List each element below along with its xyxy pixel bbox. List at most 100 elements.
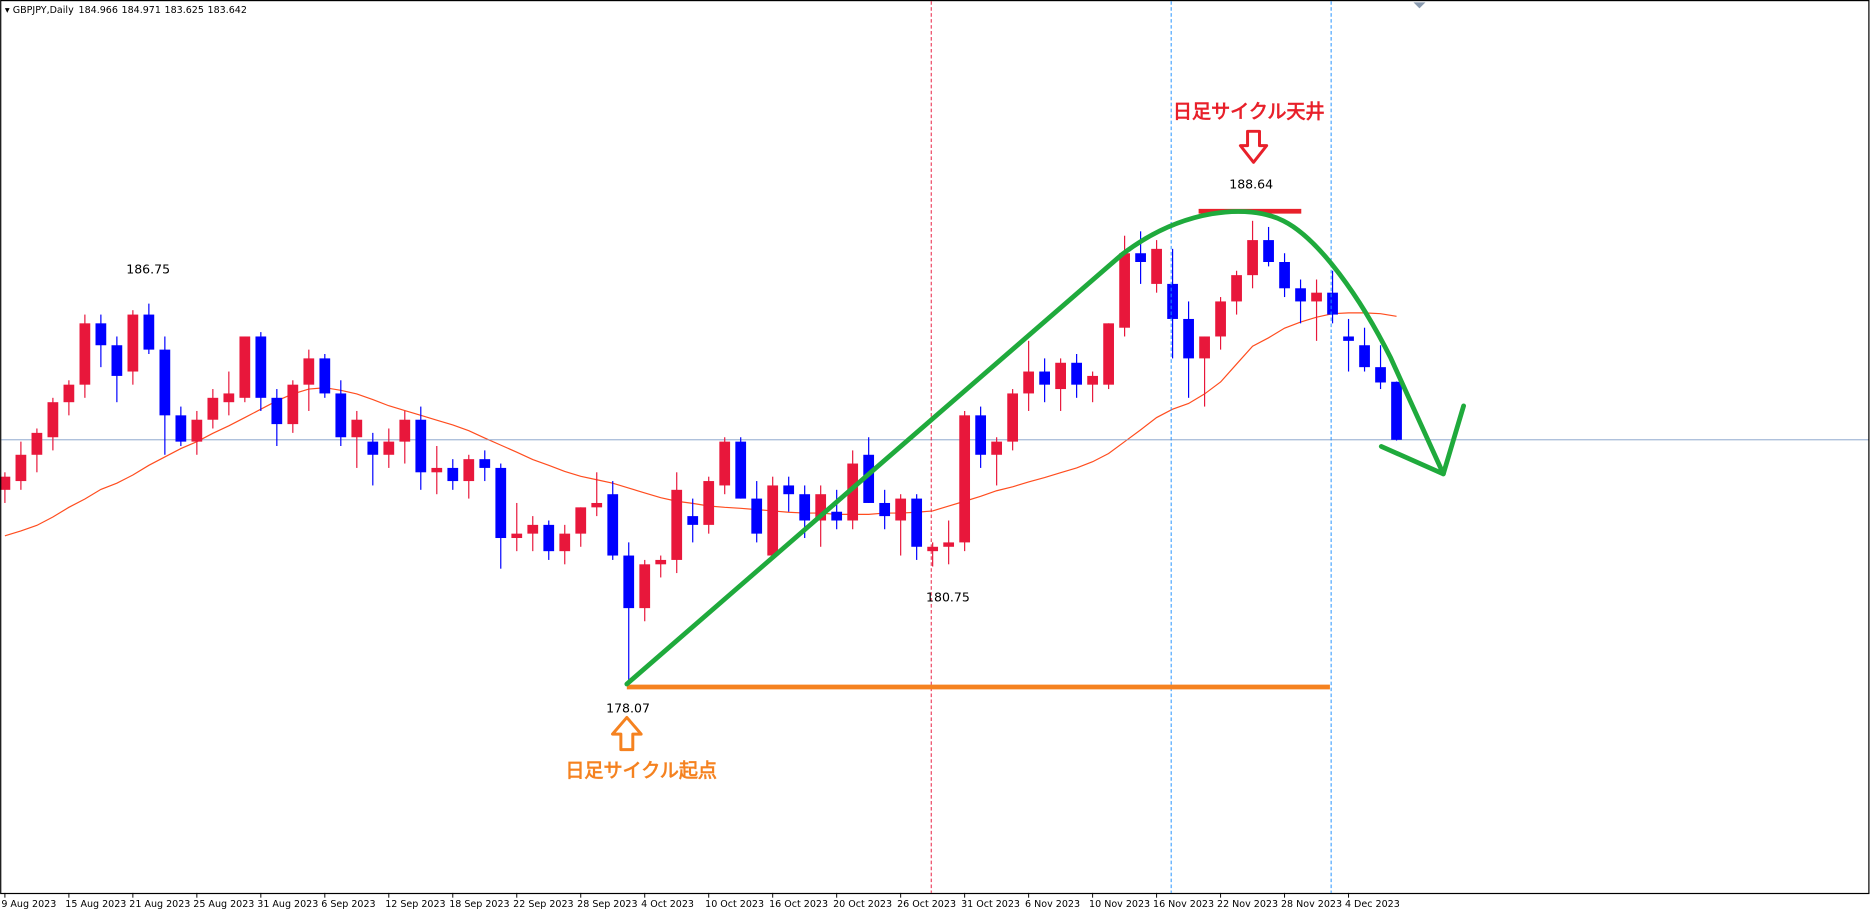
candle-body bbox=[463, 459, 475, 482]
header-open: 184.966 bbox=[79, 5, 118, 16]
candle-body bbox=[783, 485, 795, 495]
candle-body bbox=[15, 454, 27, 482]
candle-body bbox=[1311, 292, 1322, 302]
candle-body bbox=[479, 459, 491, 468]
candle-body bbox=[95, 323, 107, 346]
candle-body bbox=[703, 481, 715, 525]
candle-body bbox=[1103, 323, 1114, 385]
candle-body bbox=[735, 441, 747, 499]
x-tick-label: 20 Oct 2023 bbox=[833, 899, 892, 910]
candle-body bbox=[1039, 371, 1050, 385]
scroll-marker bbox=[1413, 2, 1426, 9]
candle-body bbox=[351, 419, 363, 438]
candle-body bbox=[111, 345, 123, 376]
candle-body bbox=[863, 454, 875, 503]
candle-body bbox=[1199, 336, 1210, 359]
x-tick-label: 10 Oct 2023 bbox=[705, 899, 764, 910]
candle-body bbox=[1263, 240, 1274, 262]
moving-average bbox=[4, 312, 1397, 537]
candle-body bbox=[0, 476, 11, 490]
candle-body bbox=[175, 415, 187, 442]
candle-body bbox=[751, 498, 763, 534]
x-tick-label: 4 Oct 2023 bbox=[641, 899, 694, 910]
candle-body bbox=[1327, 292, 1338, 315]
candle-body bbox=[943, 542, 955, 547]
candle-body bbox=[1375, 367, 1386, 383]
candle-body bbox=[319, 358, 331, 394]
x-tick-label: 22 Sep 2023 bbox=[513, 899, 573, 910]
x-tick-label: 26 Oct 2023 bbox=[897, 899, 956, 910]
cycle-base-label: 日足サイクル起点 bbox=[565, 759, 717, 782]
candle-body bbox=[623, 555, 635, 609]
candle-body bbox=[911, 498, 923, 547]
x-tick-label: 31 Aug 2023 bbox=[257, 899, 318, 910]
candle-body bbox=[559, 533, 571, 552]
candle-body bbox=[1247, 240, 1258, 276]
candle-body bbox=[447, 467, 459, 482]
candle-body bbox=[1279, 261, 1290, 289]
candle-body bbox=[959, 415, 971, 543]
candle-body bbox=[991, 441, 1003, 455]
candle-body bbox=[1231, 275, 1242, 302]
candle-body bbox=[1359, 345, 1370, 368]
x-tick-label: 25 Aug 2023 bbox=[193, 899, 254, 910]
candle-body bbox=[1343, 336, 1354, 341]
x-tick-label: 15 Aug 2023 bbox=[65, 899, 126, 910]
candle-body bbox=[31, 432, 43, 455]
header-high: 184.971 bbox=[122, 5, 161, 16]
candle-body bbox=[47, 402, 59, 438]
x-tick-label: 21 Aug 2023 bbox=[129, 899, 190, 910]
candle-body bbox=[191, 419, 203, 442]
candle-body bbox=[159, 349, 171, 416]
header-low: 183.625 bbox=[165, 5, 204, 16]
candle-body bbox=[255, 336, 267, 398]
candle-body bbox=[767, 485, 779, 556]
candle-body bbox=[799, 494, 811, 521]
annotations: 日足サイクル天井 日足サイクル起点 186.75 188.64 180.75 1… bbox=[126, 100, 1467, 782]
candle-body bbox=[815, 494, 827, 521]
x-tick-label: 22 Nov 2023 bbox=[1217, 899, 1278, 910]
chart-title: GBPJPY,Daily bbox=[13, 5, 74, 16]
candle-body bbox=[431, 467, 443, 473]
top-arrow bbox=[1238, 129, 1269, 164]
candle-body bbox=[591, 502, 603, 508]
candle-body bbox=[79, 323, 91, 385]
candle-body bbox=[895, 498, 907, 521]
candle-body bbox=[1135, 253, 1146, 262]
candle-body bbox=[879, 502, 891, 517]
candle-body bbox=[1055, 362, 1066, 390]
candle-body bbox=[1151, 248, 1162, 284]
candle-body bbox=[223, 393, 235, 403]
header-arrow: ▾ bbox=[5, 5, 13, 16]
candle-body bbox=[847, 463, 859, 521]
candle-body bbox=[527, 524, 539, 534]
candle-body bbox=[687, 516, 699, 525]
base-arrow bbox=[611, 715, 643, 752]
cycle-arrow-head bbox=[1378, 403, 1467, 477]
x-tick-label: 16 Nov 2023 bbox=[1153, 899, 1214, 910]
candle-body bbox=[1167, 283, 1178, 319]
candle-body bbox=[719, 441, 731, 486]
x-tick-label: 10 Nov 2023 bbox=[1089, 899, 1150, 910]
candle-body bbox=[1023, 371, 1035, 394]
price-label: 188.64 bbox=[1229, 177, 1273, 192]
x-tick-label: 31 Oct 2023 bbox=[961, 899, 1020, 910]
x-tick-label: 18 Sep 2023 bbox=[449, 899, 509, 910]
candle-body bbox=[1215, 301, 1226, 337]
x-tick-label: 28 Nov 2023 bbox=[1281, 899, 1342, 910]
price-label: 178.07 bbox=[606, 701, 650, 716]
x-tick-label: 6 Nov 2023 bbox=[1025, 899, 1080, 910]
candle-body bbox=[607, 494, 619, 556]
candle-body bbox=[143, 314, 155, 350]
candle-body bbox=[671, 489, 683, 560]
candle-body bbox=[287, 384, 299, 425]
candle-body bbox=[271, 397, 283, 425]
x-tick-label: 28 Sep 2023 bbox=[577, 899, 637, 910]
candle-body bbox=[543, 524, 555, 552]
candle-body bbox=[335, 393, 347, 438]
cycle-arc bbox=[624, 209, 1446, 687]
candle-body bbox=[1391, 381, 1402, 440]
